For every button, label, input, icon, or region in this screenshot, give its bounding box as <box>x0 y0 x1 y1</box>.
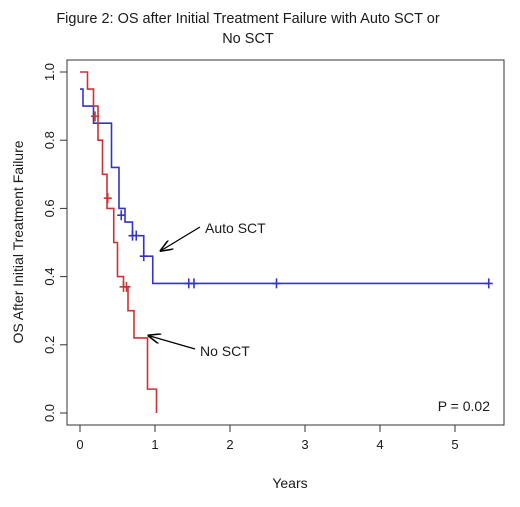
x-tick-label: 0 <box>76 437 83 452</box>
x-tick-label: 3 <box>301 437 308 452</box>
y-tick-label: 0.6 <box>42 199 57 217</box>
annotation-no-sct: No SCT <box>200 343 250 359</box>
x-tick-label: 5 <box>451 437 458 452</box>
y-tick-label: 0.0 <box>42 404 57 422</box>
censor-mark-no-sct <box>91 111 99 122</box>
censor-mark-auto-sct <box>139 251 148 262</box>
p-value-label: P = 0.02 <box>438 398 491 414</box>
chart-title-line-2: No SCT <box>222 31 274 47</box>
censor-mark-auto-sct <box>190 278 198 289</box>
censor-mark-auto-sct <box>132 230 141 241</box>
chart-title-line-1: Figure 2: OS after Initial Treatment Fai… <box>56 11 440 27</box>
axis-ticks: 0 1 2 3 4 5 0.0 0.2 0.4 0.6 0.8 1.0 <box>42 63 459 452</box>
y-tick-label: 0.4 <box>42 268 57 286</box>
series-line-no-sct <box>80 71 158 413</box>
censor-mark-no-sct <box>122 281 131 292</box>
x-axis-label: Years <box>272 475 307 491</box>
arrow-auto-sct <box>162 226 201 250</box>
x-tick-label: 4 <box>376 437 383 452</box>
censor-mark-auto-sct <box>272 278 281 289</box>
annotation-auto-sct: Auto SCT <box>205 220 266 236</box>
censor-mark-no-sct <box>103 193 112 204</box>
y-tick-label: 0.2 <box>42 336 57 354</box>
plot-frame <box>66 59 505 426</box>
series-line-auto-sct <box>80 88 489 285</box>
censor-mark-auto-sct <box>484 278 493 289</box>
x-tick-label: 1 <box>151 437 158 452</box>
y-tick-label: 0.8 <box>42 131 57 149</box>
y-axis-label: OS After Initial Treatment Failure <box>10 140 26 343</box>
censor-mark-auto-sct <box>117 210 126 221</box>
x-tick-label: 2 <box>226 437 233 452</box>
arrow-no-sct <box>150 336 196 350</box>
series-layer <box>80 71 493 413</box>
y-tick-label: 1.0 <box>42 63 57 81</box>
